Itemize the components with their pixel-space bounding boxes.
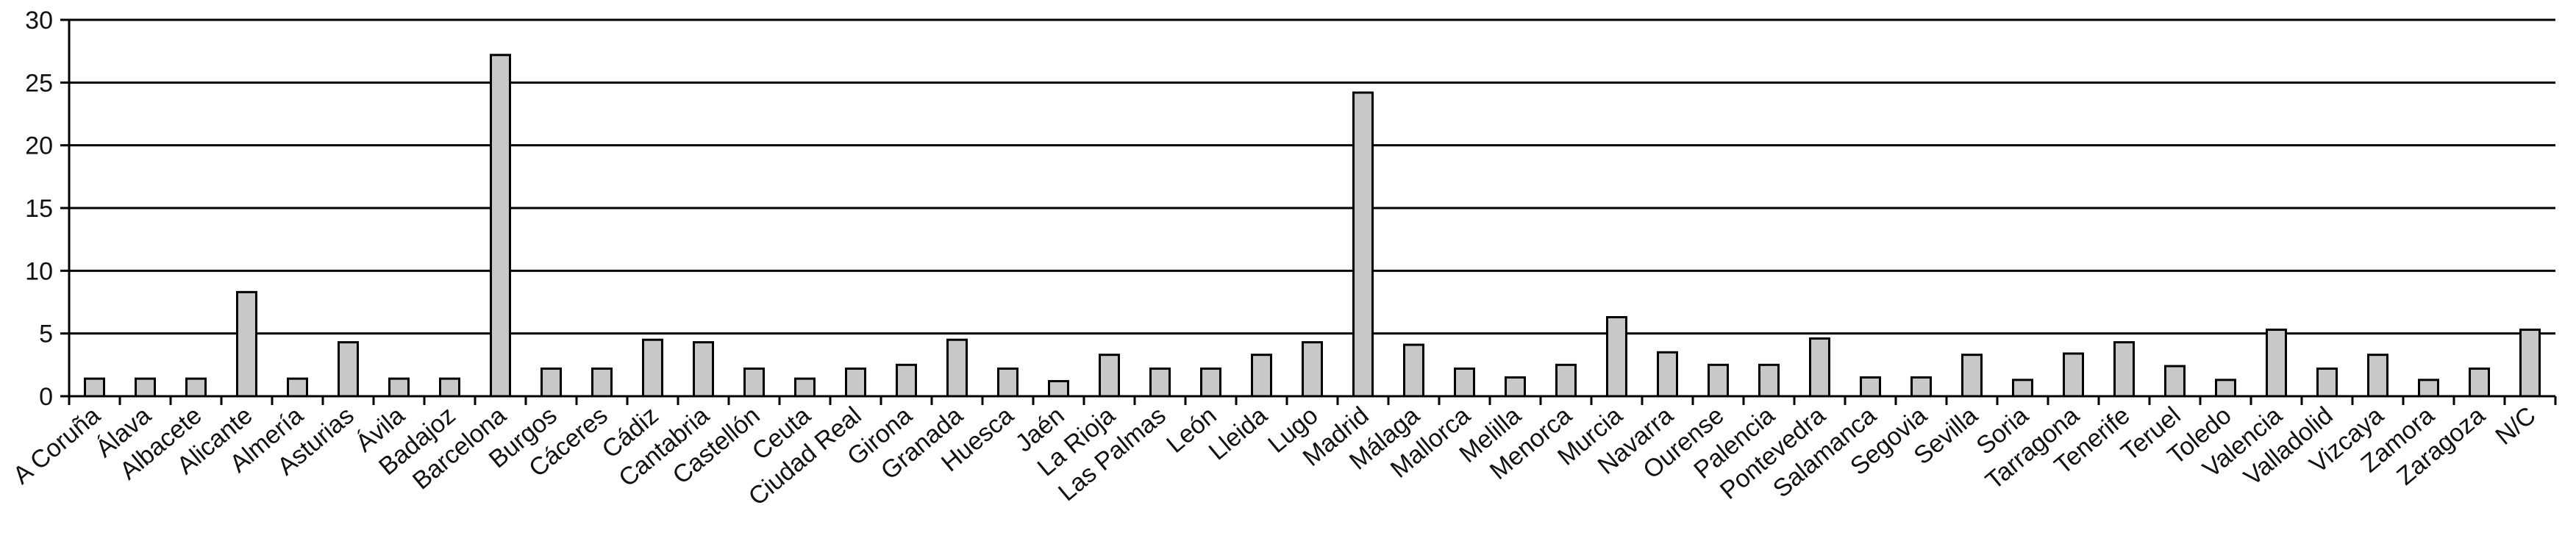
bar <box>1758 363 1780 398</box>
x-tick-label: Lleida <box>1204 401 1273 465</box>
bar <box>1657 351 1678 398</box>
bar <box>1961 354 1983 398</box>
y-tick-label: 15 <box>25 195 53 223</box>
x-tick-label: N/C <box>2490 401 2541 451</box>
bar <box>338 341 359 398</box>
bar <box>1809 337 1830 398</box>
bar <box>2316 367 2338 398</box>
bar <box>185 377 207 398</box>
bar <box>1149 367 1171 398</box>
bar <box>2164 365 2186 398</box>
bar <box>1048 380 1069 398</box>
bar <box>1910 376 1932 398</box>
bar <box>2012 379 2033 398</box>
y-tick-label: 20 <box>25 132 53 160</box>
bar <box>2367 354 2388 398</box>
y-tick-label: 5 <box>39 321 53 348</box>
bar <box>439 377 460 398</box>
bar <box>2063 352 2084 398</box>
y-tick-label: 10 <box>25 257 53 285</box>
bar <box>540 367 562 398</box>
bar <box>2469 367 2490 398</box>
bar <box>946 338 968 398</box>
y-tick-label: 0 <box>39 383 53 411</box>
bar <box>1302 341 1323 398</box>
bar <box>845 367 866 398</box>
bar <box>743 367 765 398</box>
y-tick-label: 25 <box>25 69 53 97</box>
bar <box>1606 315 1627 398</box>
bar <box>1860 376 1881 398</box>
bar <box>2519 329 2541 398</box>
bar <box>1555 363 1577 398</box>
bar <box>2266 329 2287 398</box>
bar <box>1403 343 1424 398</box>
bar <box>1708 363 1729 398</box>
bar <box>1251 354 1272 398</box>
bar <box>1352 91 1374 398</box>
bar <box>591 367 613 398</box>
x-tick-label: A Coruña <box>8 401 106 490</box>
bar <box>794 377 816 398</box>
bar <box>84 377 105 398</box>
bar <box>1505 376 1526 398</box>
y-tick-label: 30 <box>25 7 53 35</box>
bar <box>490 54 511 398</box>
bar <box>2418 379 2439 398</box>
bar <box>2113 341 2135 398</box>
bar <box>997 367 1018 398</box>
bar <box>1200 367 1221 398</box>
bar <box>388 377 410 398</box>
bar <box>693 341 714 398</box>
bar <box>1454 367 1475 398</box>
bar <box>287 377 308 398</box>
bar <box>135 377 156 398</box>
bar <box>2215 379 2236 398</box>
bar <box>236 290 257 398</box>
bar <box>642 338 663 398</box>
bar <box>896 363 917 398</box>
bar <box>1099 354 1120 398</box>
